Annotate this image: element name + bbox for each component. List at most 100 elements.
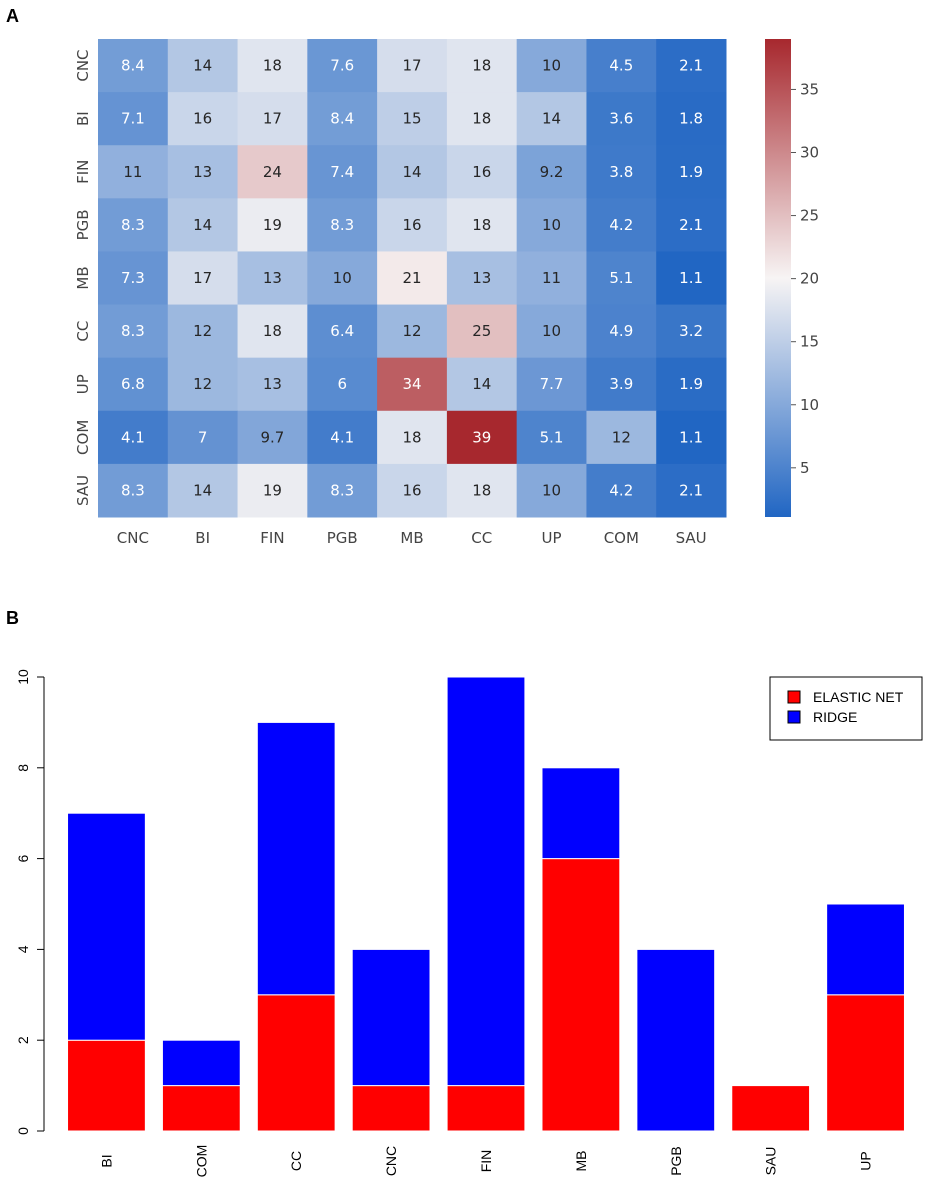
heatmap-cell: [98, 463, 169, 518]
heatmap-cell-label: 24: [263, 163, 282, 181]
heatmap-cell: [377, 357, 448, 412]
heatmap-cell-label: 17: [193, 269, 212, 287]
bar-segment: [446, 1085, 526, 1132]
heatmap-cell: [98, 92, 169, 146]
heatmap-cell-label: 11: [123, 163, 142, 181]
heatmap-cell-label: 9.7: [261, 428, 285, 446]
colorbar-tick-label: 5: [800, 459, 810, 477]
heatmap-cell-label: 19: [263, 216, 282, 234]
bar-x-tick-label: BI: [98, 1154, 114, 1167]
heatmap-cell-label: 18: [263, 57, 282, 75]
heatmap-cell-label: 2.1: [679, 216, 703, 234]
heatmap-cell-label: 7.4: [330, 163, 354, 181]
heatmap-x-tick-label: FIN: [260, 529, 284, 547]
heatmap-cell: [656, 304, 727, 359]
heatmap-cell-label: 10: [333, 269, 352, 287]
heatmap-cell: [307, 410, 378, 465]
heatmap-cell-label: 18: [472, 57, 491, 75]
heatmap-cell: [307, 145, 378, 199]
heatmap-cell: [98, 410, 169, 465]
heatmap-cell: [307, 304, 378, 359]
bar-y-tick-label: 10: [15, 669, 31, 685]
heatmap-cell-label: 17: [263, 110, 282, 128]
heatmap-cell: [586, 410, 657, 465]
heatmap-cell: [446, 304, 518, 359]
panel-b-label: B: [6, 608, 19, 628]
heatmap-cell-label: 4.2: [609, 481, 633, 499]
panel-a-label: A: [6, 6, 19, 26]
heatmap-cell: [237, 92, 308, 146]
heatmap-cell-label: 7.1: [121, 110, 145, 128]
heatmap-cell-label: 4.1: [330, 428, 354, 446]
heatmap-cell: [307, 198, 378, 252]
heatmap-cell-label: 7.3: [121, 269, 145, 287]
heatmap-cell-label: 1.1: [679, 269, 703, 287]
heatmap-cell: [586, 39, 657, 93]
bar-x-tick-label: SAU: [763, 1147, 779, 1176]
heatmap-cell-label: 12: [193, 322, 212, 340]
heatmap-cell-label: 4.2: [609, 216, 633, 234]
bar-x-tick-label: CNC: [383, 1146, 399, 1176]
heatmap-cell: [167, 198, 239, 252]
heatmap-cell: [237, 304, 308, 359]
colorbar-tick-label: 15: [800, 333, 819, 351]
heatmap-cell-label: 8.3: [330, 481, 354, 499]
heatmap-cell: [167, 251, 239, 306]
heatmap-cell: [446, 198, 518, 252]
heatmap-cell-label: 12: [193, 375, 212, 393]
heatmap-cell: [237, 198, 308, 252]
heatmap-cell-label: 34: [402, 375, 421, 393]
bar-segment: [256, 721, 336, 996]
heatmap-x-tick-label: PGB: [327, 529, 358, 547]
heatmap-cell-label: 6: [337, 375, 347, 393]
heatmap-cell-label: 3.9: [609, 375, 633, 393]
heatmap-y-tick-label: PGB: [74, 209, 92, 240]
heatmap-cell: [98, 145, 169, 199]
heatmap-cell-label: 18: [472, 216, 491, 234]
heatmap-cell: [167, 410, 239, 465]
heatmap-cell-label: 13: [263, 269, 282, 287]
heatmap-cell: [307, 251, 378, 306]
heatmap-cell: [656, 198, 727, 252]
heatmap-colorbar: 5 10 15 20 25 30 35: [765, 39, 819, 517]
heatmap-cell-label: 2.1: [679, 57, 703, 75]
bar-segment: [826, 903, 905, 996]
heatmap-y-tick-label: FIN: [74, 160, 92, 184]
heatmap-cell: [586, 92, 657, 146]
bar-x-tick-label: PGB: [668, 1146, 684, 1176]
heatmap-cell-label: 13: [193, 163, 212, 181]
heatmap-cell: [656, 39, 727, 93]
heatmap-cell-label: 11: [542, 269, 561, 287]
heatmap-x-tick-label: MB: [400, 529, 423, 547]
heatmap-cell: [656, 251, 727, 306]
colorbar-tick-label: 35: [800, 80, 819, 98]
heatmap-cell-label: 16: [472, 163, 491, 181]
heatmap-cell-label: 5.1: [609, 269, 633, 287]
heatmap-cell: [446, 463, 518, 518]
heatmap-cell-label: 4.5: [609, 57, 633, 75]
bar-segment: [161, 1085, 241, 1132]
bar-segment: [731, 1085, 811, 1132]
heatmap-cell: [656, 357, 727, 412]
heatmap-cell: [586, 357, 657, 412]
heatmap-cell: [98, 39, 169, 93]
heatmap-cell: [167, 92, 239, 146]
heatmap-cell: [446, 39, 518, 93]
heatmap-cell-label: 25: [472, 322, 491, 340]
bar-segment: [161, 1039, 241, 1087]
heatmap-cell-label: 16: [193, 110, 212, 128]
heatmap-cell: [377, 463, 448, 518]
bar-segment: [67, 812, 146, 1041]
bar-segment: [636, 948, 716, 1132]
heatmap-cell-label: 14: [193, 216, 212, 234]
heatmap-cell: [656, 410, 727, 465]
heatmap-cell-label: 1.9: [679, 375, 703, 393]
heatmap-cell: [516, 463, 587, 518]
heatmap-cell-label: 17: [402, 57, 421, 75]
heatmap-cell-label: 7.7: [540, 375, 564, 393]
bar-chart-legend: ELASTIC NET RIDGE: [769, 676, 923, 741]
heatmap-cell-label: 15: [402, 110, 421, 128]
heatmap-cell-label: 8.3: [330, 216, 354, 234]
heatmap-cell: [516, 357, 587, 412]
